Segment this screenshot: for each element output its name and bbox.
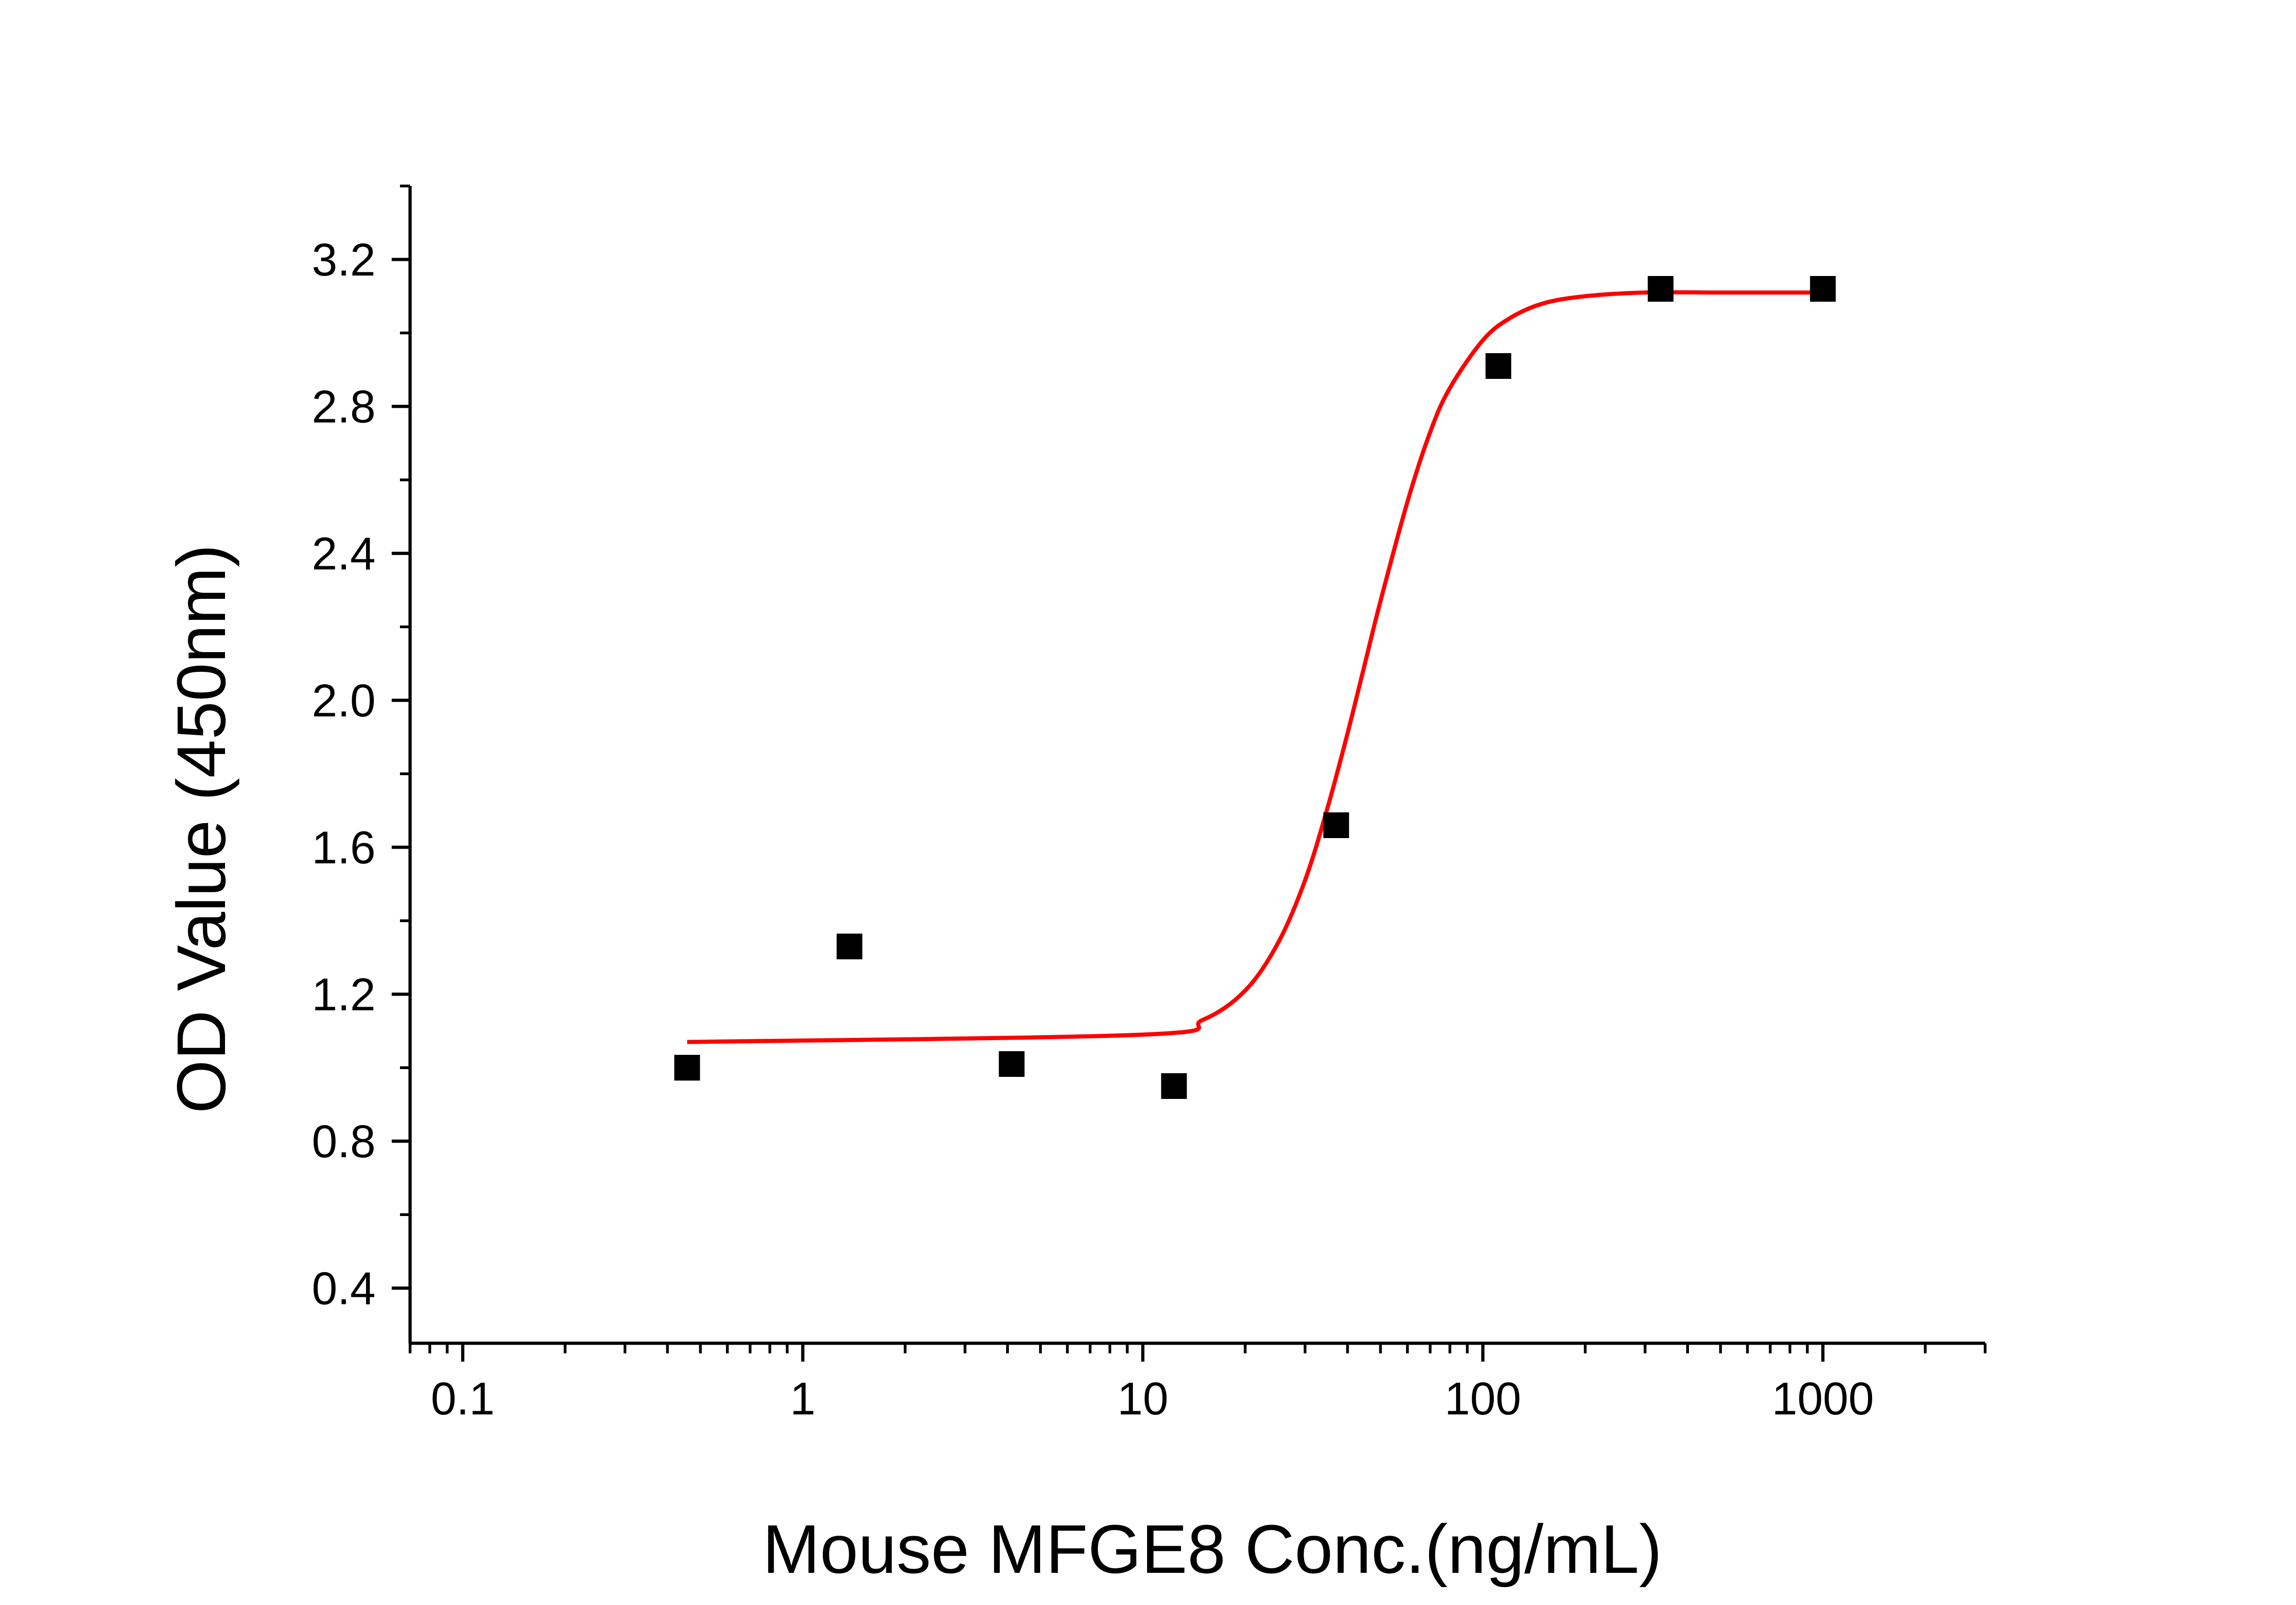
y-tick-label: 2.8 xyxy=(312,381,376,433)
y-tick-label: 0.8 xyxy=(312,1116,376,1167)
data-point xyxy=(1323,812,1349,838)
y-axis-title: OD Value (450nm) xyxy=(163,544,240,1113)
data-point xyxy=(1486,353,1512,379)
x-tick-label: 1 xyxy=(790,1373,816,1425)
fit-curve xyxy=(687,290,1823,1044)
y-tick-label: 0.4 xyxy=(312,1263,376,1314)
y-axis-ticks: 0.4 0.8 1.2 1.6 2.0 2.4 2.8 3.2 xyxy=(312,185,410,1314)
data-point xyxy=(1810,276,1836,302)
x-tick-label: 0.1 xyxy=(431,1373,495,1425)
data-points-layer xyxy=(674,276,1836,1099)
data-point xyxy=(999,1051,1025,1077)
y-tick-label: 1.6 xyxy=(312,822,376,873)
data-point xyxy=(836,934,862,959)
y-tick-label: 1.2 xyxy=(312,969,376,1020)
x-tick-label: 10 xyxy=(1117,1373,1168,1425)
x-axis-title: Mouse MFGE8 Conc.(ng/mL) xyxy=(763,1510,1662,1588)
x-axis-ticks: 0.1 1 10 100 1000 xyxy=(409,1343,1986,1425)
x-tick-label: 100 xyxy=(1445,1373,1521,1425)
data-point xyxy=(1648,276,1674,302)
y-tick-label: 3.2 xyxy=(312,234,376,286)
data-point xyxy=(674,1055,700,1081)
fit-curve-layer xyxy=(687,290,1823,1044)
x-tick-label: 1000 xyxy=(1772,1373,1874,1425)
data-point xyxy=(1161,1073,1187,1099)
y-tick-label: 2.0 xyxy=(312,675,376,726)
y-tick-label: 2.4 xyxy=(312,528,376,580)
axes xyxy=(408,186,1985,1345)
